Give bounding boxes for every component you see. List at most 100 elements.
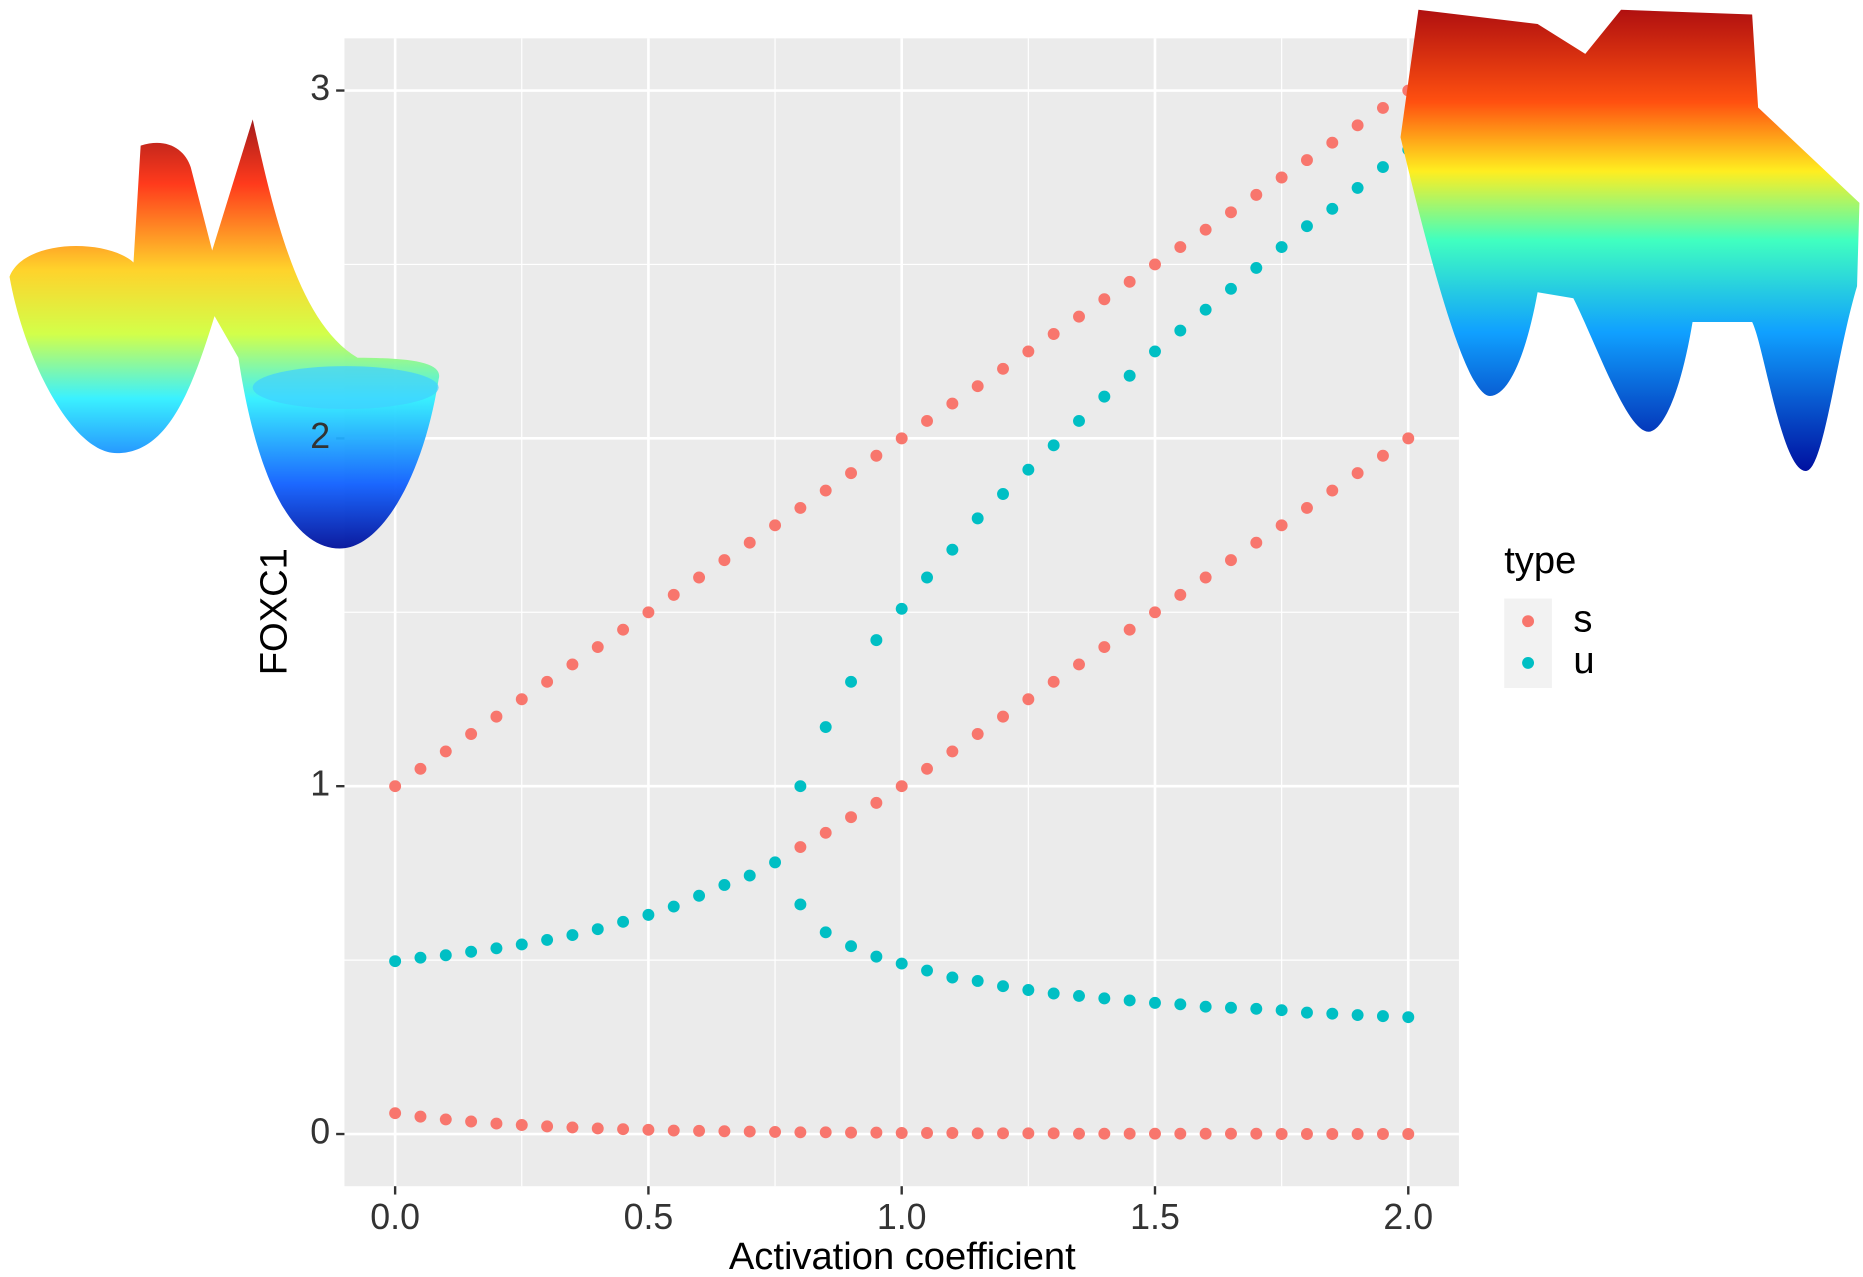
point (591, 923, 604, 936)
point (1123, 275, 1136, 288)
surface-rim (252, 366, 439, 410)
point (1174, 998, 1187, 1011)
legend-key (1522, 615, 1535, 628)
point (439, 745, 452, 758)
point (389, 1107, 402, 1120)
point (921, 571, 933, 584)
point (1275, 1004, 1288, 1017)
point (1174, 241, 1187, 254)
point (718, 879, 731, 891)
point (845, 811, 858, 824)
point (997, 710, 1009, 723)
point (1351, 181, 1364, 194)
point (997, 488, 1009, 500)
point (1073, 1127, 1085, 1140)
point (591, 641, 604, 654)
point (946, 1127, 959, 1139)
point (870, 796, 883, 809)
point (465, 728, 478, 740)
point (389, 955, 402, 968)
point (414, 951, 427, 964)
point (1098, 1127, 1111, 1140)
point (693, 571, 706, 584)
point (1022, 345, 1035, 358)
point (1098, 390, 1111, 403)
y-tick-label: 2 (310, 416, 330, 456)
point (566, 1121, 579, 1134)
point (1174, 324, 1187, 337)
point (743, 536, 756, 549)
point (769, 519, 782, 532)
point (490, 710, 503, 723)
point (1250, 261, 1263, 274)
point (1149, 606, 1161, 619)
point (870, 634, 883, 647)
legend-key (1522, 656, 1535, 669)
point (642, 1123, 655, 1136)
y-tick-label: 1 (310, 764, 330, 804)
point (1326, 1007, 1339, 1020)
point (1402, 1128, 1415, 1140)
point (1225, 282, 1237, 295)
point (693, 889, 706, 902)
point (1376, 449, 1389, 462)
point (1301, 220, 1313, 233)
point (895, 780, 908, 793)
point (1098, 293, 1111, 306)
point (1225, 206, 1237, 219)
point (1149, 345, 1161, 358)
point (1022, 1127, 1035, 1140)
x-tick-label: 2.0 (1383, 1197, 1433, 1237)
point (465, 1115, 478, 1128)
point (1301, 154, 1313, 167)
point (845, 940, 858, 953)
legend-title: type (1504, 539, 1576, 582)
y-tick-label: 0 (310, 1111, 330, 1151)
point (895, 1127, 908, 1139)
legend-label: s (1573, 597, 1592, 640)
point (819, 926, 832, 939)
point (743, 869, 756, 882)
point (693, 1124, 706, 1137)
point (718, 1125, 731, 1138)
point (1351, 467, 1364, 480)
point (1199, 223, 1212, 236)
point (1123, 1127, 1136, 1140)
point (1351, 1128, 1364, 1140)
point (895, 602, 908, 615)
point (1047, 1127, 1060, 1140)
point (1275, 241, 1288, 254)
point (566, 658, 579, 671)
point (515, 693, 528, 706)
point (971, 380, 984, 393)
point (1199, 571, 1212, 584)
point (1225, 1001, 1237, 1014)
surface-right (1400, 9, 1860, 472)
point (1123, 623, 1136, 636)
point (743, 1125, 756, 1138)
point (1376, 1128, 1389, 1140)
legend-label: u (1573, 639, 1594, 682)
point (921, 964, 933, 977)
x-tick-label: 1.0 (877, 1197, 927, 1237)
point (1098, 992, 1111, 1005)
point (1047, 439, 1060, 452)
point (1326, 202, 1339, 215)
point (490, 1117, 503, 1130)
point (1250, 536, 1263, 549)
point (1073, 989, 1085, 1002)
point (1376, 161, 1389, 174)
point (1402, 432, 1415, 445)
point (895, 432, 908, 445)
point (617, 915, 630, 928)
point (870, 1126, 883, 1139)
point (1022, 693, 1035, 706)
point (819, 721, 832, 734)
point (1351, 119, 1364, 132)
point (971, 512, 984, 525)
point (1149, 1127, 1161, 1140)
point (819, 1126, 832, 1139)
y-axis-title: FOXC1 (253, 548, 296, 675)
